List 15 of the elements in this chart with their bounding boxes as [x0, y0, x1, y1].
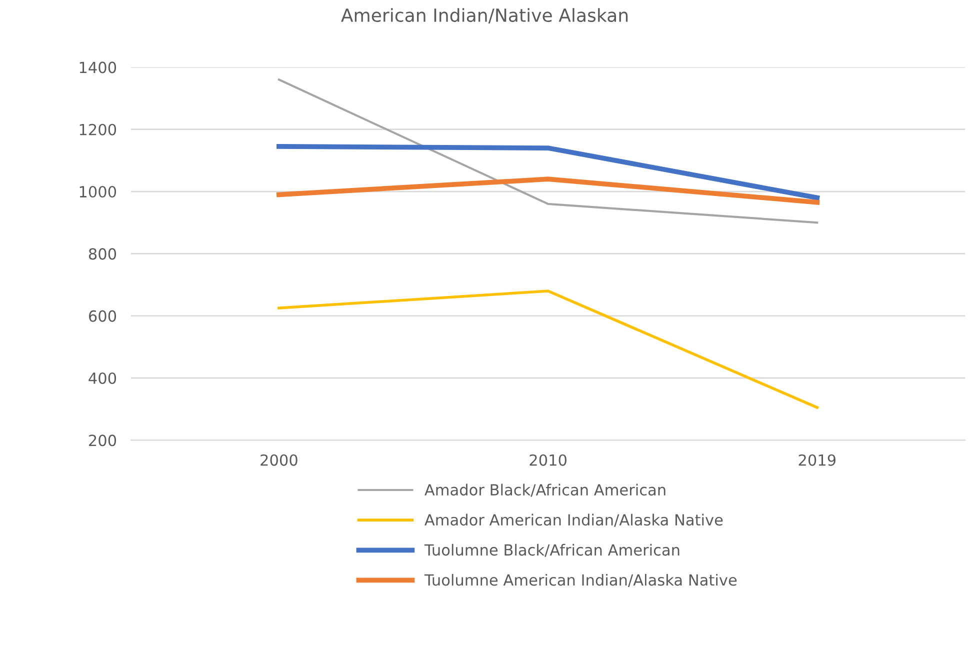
chart-title: American Indian/Native Alaskan	[341, 8, 628, 24]
y-tick-label: 200	[89, 434, 116, 446]
y-tick-label: 400	[88, 372, 116, 384]
y-tick-label: 1400	[80, 62, 116, 74]
x-tick-label: 2010	[530, 454, 566, 466]
legend-label: Amador Black/African American	[424, 484, 666, 497]
legend-label: Tuolumne Black/African American	[424, 544, 680, 557]
y-tick-label: 800	[88, 248, 116, 260]
x-tick-label: 2019	[798, 454, 836, 466]
x-tick-label: 2000	[260, 454, 298, 466]
y-tick-label: 600	[88, 310, 116, 322]
y-tick-label: 1200	[80, 124, 116, 136]
y-tick-label: 1000	[80, 186, 116, 198]
legend-label: Amador American Indian/Alaska Native	[424, 514, 723, 527]
legend-label: Tuolumne American Indian/Alaska Native	[424, 574, 737, 587]
